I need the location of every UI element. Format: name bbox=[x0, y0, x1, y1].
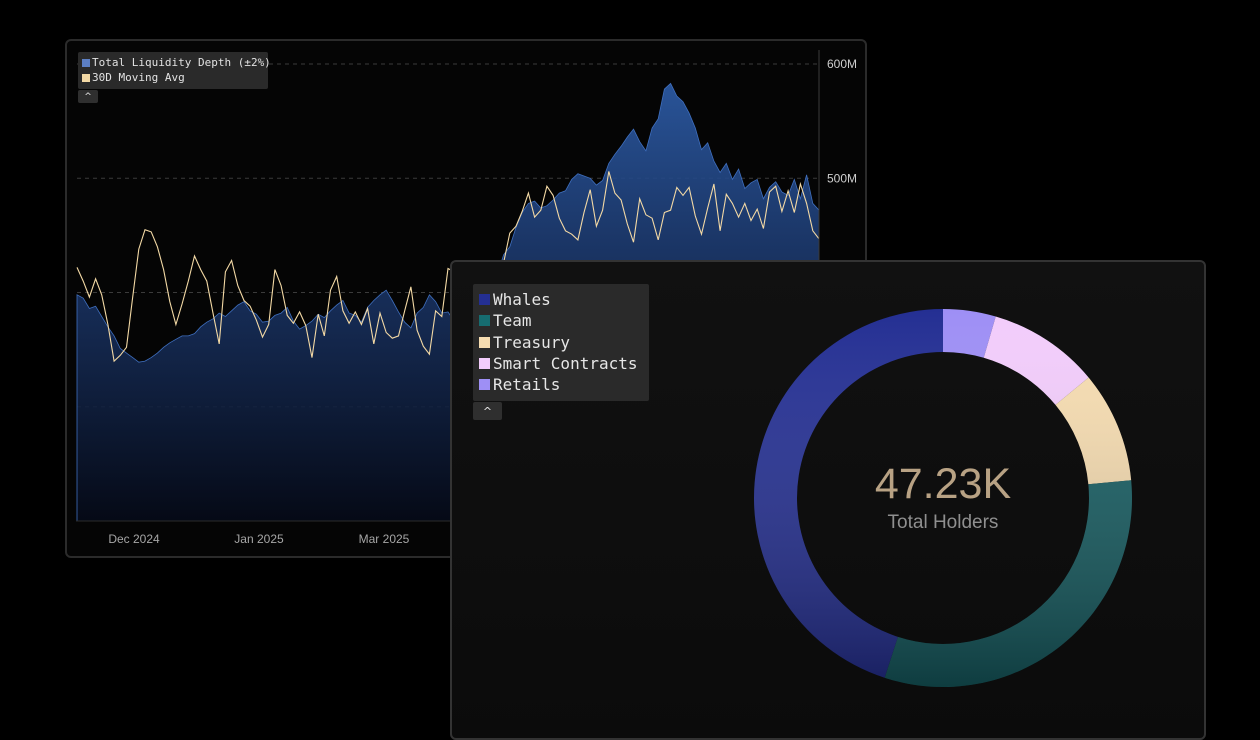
legend-item-team[interactable]: Team bbox=[479, 310, 643, 331]
legend-item-30d-moving-avg[interactable]: 30D Moving Avg bbox=[82, 70, 264, 85]
liquidity-legend: Total Liquidity Depth (±2%) 30D Moving A… bbox=[78, 52, 271, 89]
legend-label: Retails bbox=[493, 375, 561, 395]
y-tick-label: 600M bbox=[827, 57, 857, 71]
x-tick-label: Dec 2024 bbox=[108, 532, 160, 546]
x-tick-label: Jan 2025 bbox=[234, 532, 284, 546]
legend-swatch bbox=[479, 358, 490, 370]
legend-label: Treasury bbox=[493, 332, 571, 352]
y-tick-labels: 600M 500M bbox=[827, 57, 857, 185]
legend-label: 30D Moving Avg bbox=[92, 71, 185, 84]
legend-swatch bbox=[479, 294, 490, 306]
holders-legend: Whales Team Treasury Smart Contracts Ret… bbox=[473, 284, 649, 401]
legend-item-smart-contracts[interactable]: Smart Contracts bbox=[479, 353, 643, 374]
legend-label: Total Liquidity Depth (±2%) bbox=[92, 56, 271, 69]
legend-item-treasury[interactable]: Treasury bbox=[479, 332, 643, 353]
legend-swatch bbox=[82, 58, 90, 67]
legend-swatch bbox=[479, 336, 490, 348]
legend-label: Whales bbox=[493, 290, 551, 310]
donut-slices bbox=[754, 308, 1132, 688]
legend-label: Team bbox=[493, 311, 532, 331]
holders-chart-panel: Whales Team Treasury Smart Contracts Ret… bbox=[450, 260, 1206, 740]
total-holders-label: Total Holders bbox=[887, 512, 999, 533]
holders-donut-chart bbox=[754, 308, 1132, 688]
legend-item-whales[interactable]: Whales bbox=[479, 289, 643, 310]
legend-collapse-button[interactable]: ^ bbox=[473, 402, 502, 420]
moving-avg-layer bbox=[76, 171, 820, 363]
moving-avg-line bbox=[76, 171, 820, 363]
legend-swatch bbox=[479, 379, 490, 391]
total-holders-value: 47.23K bbox=[874, 460, 1012, 508]
y-tick-label: 500M bbox=[827, 171, 857, 185]
chevron-up-icon: ^ bbox=[84, 91, 92, 102]
legend-collapse-button[interactable]: ^ bbox=[78, 90, 98, 103]
legend-swatch bbox=[479, 315, 490, 327]
chevron-up-icon: ^ bbox=[482, 404, 493, 418]
legend-item-total-liquidity-depth[interactable]: Total Liquidity Depth (±2%) bbox=[82, 55, 271, 70]
x-tick-labels: Dec 2024 Jan 2025 Mar 2025 bbox=[108, 532, 409, 546]
x-tick-label: Mar 2025 bbox=[359, 532, 410, 546]
legend-label: Smart Contracts bbox=[493, 354, 638, 374]
legend-swatch bbox=[82, 73, 90, 82]
legend-item-retails[interactable]: Retails bbox=[479, 374, 643, 395]
